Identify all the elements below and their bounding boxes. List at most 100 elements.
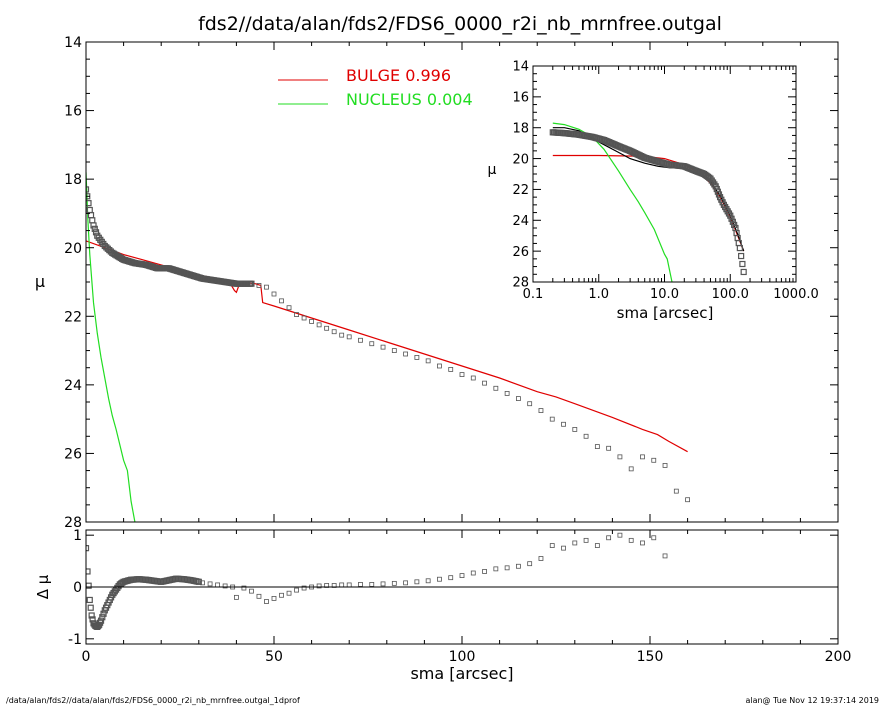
main-series-3-point [380, 344, 386, 350]
residual-series-1-point [448, 575, 454, 581]
inset-x-tick-label: 0.1 [523, 287, 544, 302]
residual-x-tick-label: 50 [265, 649, 283, 665]
main-series-3-point [628, 466, 634, 472]
legend-label-nucleus: NUCLEUS 0.004 [346, 90, 473, 109]
main-axes: 14 16 18 20 22 24 26 28 [64, 35, 839, 531]
residual-series-1-point [346, 582, 352, 588]
inset-y-tick-label: 24 [512, 214, 529, 229]
inset-x-tick-label: 10.0 [650, 287, 679, 302]
residual-series-1 [200, 532, 668, 604]
main-series-3-point [685, 497, 690, 503]
residual-series-1-point [640, 540, 645, 546]
residual-series-1-point [549, 543, 555, 548]
main-series-2 [86, 186, 255, 287]
main-series-2-point [86, 186, 90, 193]
residual-x-tick-label: 100 [449, 649, 476, 665]
main-series-2-point [248, 280, 255, 287]
footer-path: /data/alan/fds2//data/alan/fds2/FDS6_000… [6, 696, 300, 705]
residual-y-tick-label: 1 [73, 528, 82, 544]
main-series-3-point [504, 391, 510, 396]
residual-series-1-point [301, 585, 307, 591]
main-plot-area [86, 172, 690, 522]
main-series-3-point [606, 445, 612, 451]
residual-series-1-point [380, 581, 386, 587]
residual-series-1-point [561, 545, 566, 551]
residual-series-1-point [391, 580, 397, 586]
main-y-tick-label: 28 [64, 515, 82, 531]
residual-x-label: sma [arcsec] [410, 664, 513, 683]
residual-series-1-point [572, 540, 578, 546]
residual-series-1-point [256, 593, 262, 599]
main-series-3-point [369, 341, 375, 347]
residual-series-1-point [200, 580, 205, 586]
main-series-3-point [662, 463, 668, 468]
main-y-tick-label: 20 [64, 241, 82, 257]
residual-series-1-point [482, 569, 487, 574]
main-series-3-point [572, 427, 578, 432]
residual-series-1-point [294, 587, 299, 593]
inset-series-3-point [739, 260, 746, 268]
residual-series-1-point [241, 585, 247, 591]
main-series-3-point [482, 380, 487, 386]
residual-series-1-point [358, 582, 363, 587]
inset-y-tick-label: 16 [512, 91, 529, 106]
inset-plot-area [549, 122, 747, 282]
main-series-3-point [256, 283, 262, 288]
inset-y-tick-label: 18 [512, 121, 529, 136]
residual-series-1-point [516, 563, 521, 569]
residual-series-1-point [606, 535, 612, 541]
inset-y-tick-label: 22 [512, 183, 529, 198]
main-series-3-point [358, 337, 363, 343]
chart-title: fds2//data/alan/fds2/FDS6_0000_r2i_nb_mr… [198, 13, 722, 35]
main-series-3-point [594, 444, 600, 449]
main-series-3-point [309, 319, 315, 324]
inset-series-3 [549, 129, 747, 276]
residual-series-1-point [583, 537, 589, 543]
main-y-tick-label: 22 [64, 309, 82, 325]
footer-timestamp: alan@ Tue Nov 12 19:37:14 2019 [745, 696, 879, 705]
residual-series-1-point [414, 579, 420, 585]
main-series-3-point [403, 351, 409, 357]
inset-x-tick-label: 1.0 [588, 287, 609, 302]
residual-plot-area [86, 532, 668, 631]
residual-series-1-point [459, 573, 465, 578]
residual-series-1-point [662, 553, 668, 559]
residual-series-1-point [437, 576, 442, 582]
residual-series-1-point [369, 582, 375, 587]
residual-series-1-point [617, 532, 623, 538]
residual-y-tick-label: -1 [68, 632, 82, 648]
residual-series-0-point [86, 568, 91, 575]
residual-series-1-point [215, 582, 221, 588]
inset-axes: 14 16 18 20 22 24 26 280.1 1.0 10.0 100.0 1000.0 [512, 60, 818, 302]
residual-series-1-point [233, 594, 239, 600]
main-series-1-line [86, 172, 136, 522]
main-series-2-point [89, 217, 96, 224]
main-series-3-point [391, 348, 397, 353]
residual-axes: 10-10 50 100 150 200 [68, 528, 851, 665]
inset-y-tick-label: 14 [512, 60, 529, 75]
main-series-3-point [516, 396, 521, 401]
main-y-tick-label: 16 [64, 104, 82, 120]
residual-series-1-point [425, 578, 431, 584]
main-series-3-point [549, 416, 555, 422]
residual-series-1-point [628, 537, 634, 543]
main-series-3-point [286, 305, 292, 311]
residual-series-1-point [286, 590, 292, 596]
main-series-3-point [294, 312, 299, 317]
main-series-3-point [324, 325, 330, 331]
residual-series-1-point [249, 588, 254, 594]
residual-series-0-point [86, 596, 93, 604]
inset-series-3-point [736, 244, 743, 252]
residual-series-0-point [195, 578, 202, 585]
inset-y-tick-label: 20 [512, 152, 529, 167]
main-series-3-point [279, 298, 284, 304]
residual-series-1-point [538, 556, 544, 561]
main-series-3-point [617, 454, 623, 460]
residual-series-1-point [222, 583, 228, 589]
residual-series-1-point [271, 596, 277, 601]
main-y-label: μ [35, 272, 45, 291]
residual-series-1-point [504, 565, 510, 571]
inset-series-3-point [740, 268, 747, 276]
inset-x-label: sma [arcsec] [617, 304, 714, 322]
